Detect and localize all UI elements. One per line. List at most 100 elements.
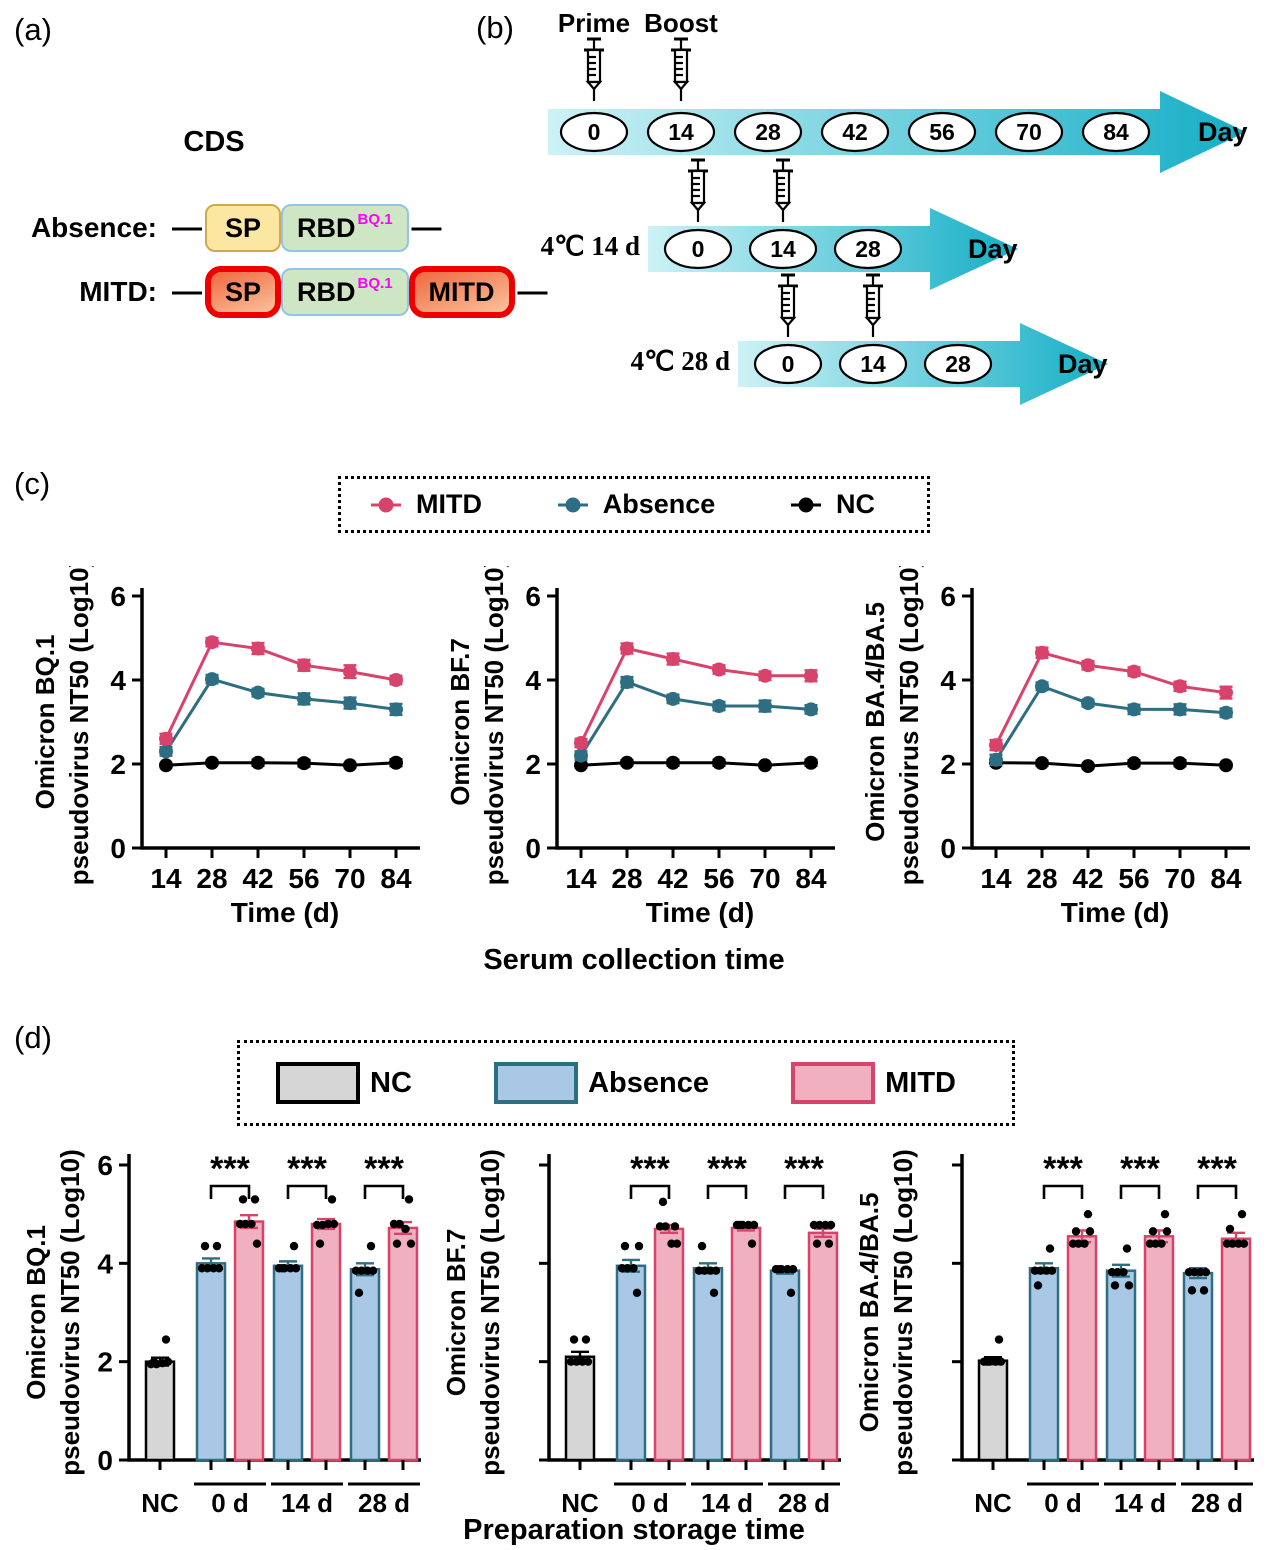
y-tick-label: 2 [97,1347,113,1378]
x-tick-label: 28 [1026,863,1057,894]
x-axis-title: Time (d) [231,897,339,928]
y-tick-label: 6 [97,1150,113,1181]
data-point-absence [343,696,357,711]
day-oval-value: 42 [842,119,868,145]
bar-mitd-0d [653,1227,685,1462]
scatter-dot [1113,1267,1122,1277]
syringe-icon [581,36,607,102]
day-axis-label: Day [1198,117,1248,147]
data-point-nc [1219,758,1233,773]
chart-d-bf7: Omicron BF.7 pseudovirus NT50 (Log10) NC 0 … [445,1130,845,1530]
day-oval [559,111,629,153]
scatter-dot [357,1266,366,1275]
day-oval [907,111,977,153]
bar-absence-14d [1105,1269,1137,1462]
data-point-mitd [1173,679,1187,694]
scatter-dot [1071,1227,1081,1236]
data-point-nc [205,755,219,770]
scatter-dot [1151,1239,1160,1248]
connector-dash: — [517,275,548,309]
bar-absence-28d [769,1269,801,1462]
scatter-dot [212,1241,222,1251]
y-tick-label: 6 [525,581,541,612]
data-point-absence [1127,702,1141,717]
syringe-icon [860,272,886,338]
chart-d-bq1: 0 2 4 6 Omicron BQ.1 pseudovirus NT50 (Log10)… [25,1130,425,1530]
bar-absence-0d [1028,1267,1060,1462]
data-point-absence [205,672,219,687]
chart-c-bq1: 0 2 4 6 14 28 42 56 70 84 Time (d) Omicron BQ.1 pseu… [30,566,430,938]
axes [140,588,420,850]
y-axis-title: Omicron BA.4/BA.5 [858,1193,884,1433]
legend-marker-dot [378,497,394,512]
sig-bracket [1119,1184,1161,1199]
legend-swatch [276,1062,360,1104]
data-point-mitd [1035,645,1049,660]
scatter-dot [214,1264,224,1273]
arrow-shape [648,208,1018,290]
x-tick-label: 28 [196,863,227,894]
scatter-dot [161,1335,171,1344]
sig-bracket [363,1184,405,1199]
scatter-dot [1237,1209,1247,1219]
scatter-dot [620,1241,630,1251]
day-oval-value: 56 [929,119,955,145]
data-point-nc [574,758,588,773]
x-tick-label: 14 [980,863,1012,894]
day-oval-value: 84 [1103,119,1129,145]
data-point-absence [297,691,311,706]
scatter-dot [149,1357,159,1366]
bar-mitd-14d [730,1226,762,1462]
x-tick-label: 28 [611,863,642,894]
sig-stars: *** [630,1150,670,1188]
axes [970,588,1250,850]
scatter-dot [1157,1239,1166,1248]
data-point-nc [297,756,311,771]
y-axis-title: pseudovirus NT50 (Log10) [888,1149,918,1476]
y-tick-label: 6 [940,581,956,612]
scatter-dot [749,1220,759,1230]
day-oval [733,111,803,153]
arrow-shape [548,91,1246,173]
construct-box-mitd: MITD [408,266,515,319]
scatter-dot [329,1219,339,1229]
data-point-nc [666,755,680,770]
sig-bracket [706,1184,748,1199]
construct-box-label: SP [225,213,262,243]
legend-marker-dot [798,497,814,512]
scatter-dot [658,1197,668,1207]
panel-d-legend: NC Absence MITD [237,1040,1015,1126]
timeline-arrow-0: 0 14 28 42 56 70 84 Day [548,88,1252,174]
scatter-dot [406,1239,416,1248]
scatter-dot [572,1357,581,1366]
scatter-dot [1199,1286,1209,1295]
y-axis-title: pseudovirus NT50 (Log10) [475,1149,505,1476]
group-label: 14 d [281,1488,333,1518]
sig-bracket [1196,1184,1238,1199]
data-point-mitd [712,662,726,677]
data-point-mitd [1127,664,1141,679]
construct-name: Absence: [30,212,157,244]
x-axis-title: Time (d) [646,897,754,928]
bar-mitd-28d [1220,1237,1252,1462]
x-tick-label: 42 [1072,863,1103,894]
y-axis-title: Omicron BF.7 [445,638,475,806]
cds-title: CDS [183,126,245,158]
data-point-mitd [389,673,403,687]
y-tick-label: 4 [97,1248,113,1279]
scatter-dot [1080,1239,1089,1248]
data-point-nc [758,758,772,773]
data-point-mitd [574,736,588,750]
scatter-dot [291,1264,301,1273]
scatter-dot [241,1219,250,1229]
scatter-dot [1085,1227,1095,1236]
scatter-dot [815,1220,824,1230]
bar-nc-NC [144,1360,176,1462]
group-label: 28 d [358,1488,410,1518]
group-label: NC [974,1488,1012,1518]
syringe-icon [770,157,796,223]
connector-dash: — [411,211,442,245]
scatter-dot [1160,1209,1170,1219]
scatter-dot [661,1222,670,1231]
